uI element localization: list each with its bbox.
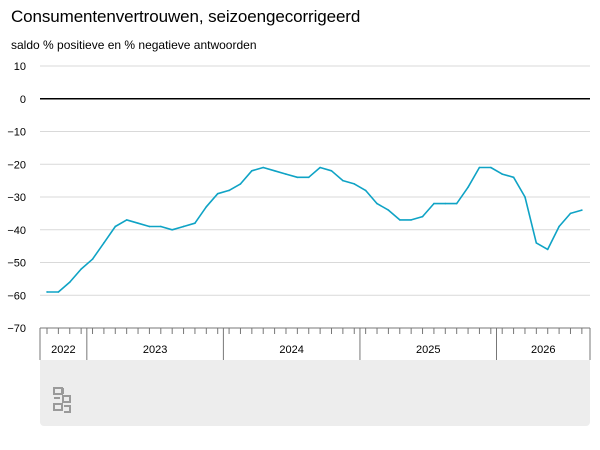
chart-subtitle: saldo % positieve en % negatieve antwoor… bbox=[11, 38, 257, 52]
y-tick-label: −50 bbox=[7, 258, 26, 270]
y-tick-label: −30 bbox=[7, 192, 26, 204]
data-point bbox=[398, 219, 401, 221]
data-point bbox=[68, 281, 71, 283]
data-point bbox=[353, 183, 356, 185]
data-point bbox=[46, 291, 48, 293]
data-point bbox=[307, 176, 310, 179]
data-point bbox=[251, 170, 253, 172]
data-point bbox=[205, 206, 208, 208]
chart-title: Consumentenvertrouwen, seizoengecorrigee… bbox=[11, 7, 361, 26]
data-point bbox=[546, 248, 549, 251]
data-point bbox=[216, 192, 219, 195]
footer-panel bbox=[40, 360, 590, 426]
data-point bbox=[80, 268, 82, 270]
data-point bbox=[273, 170, 276, 172]
data-point bbox=[182, 225, 185, 228]
data-point bbox=[194, 222, 196, 224]
data-point bbox=[171, 228, 173, 231]
x-year-label: 2022 bbox=[51, 344, 75, 356]
data-point bbox=[239, 183, 242, 185]
y-tick-label: −20 bbox=[7, 159, 26, 171]
data-point bbox=[103, 242, 105, 244]
data-point bbox=[228, 189, 230, 192]
data-point bbox=[160, 225, 162, 228]
data-point bbox=[342, 179, 344, 182]
data-point bbox=[512, 176, 515, 179]
data-point bbox=[421, 215, 424, 218]
data-point bbox=[125, 219, 128, 221]
data-point bbox=[478, 166, 481, 169]
data-point bbox=[148, 225, 151, 228]
x-year-label: 2026 bbox=[531, 344, 555, 356]
data-point bbox=[364, 189, 367, 192]
data-point bbox=[490, 166, 492, 169]
data-point bbox=[524, 196, 526, 198]
data-point bbox=[137, 222, 139, 224]
data-point bbox=[444, 202, 447, 205]
data-point bbox=[455, 202, 458, 205]
x-year-label: 2023 bbox=[143, 344, 167, 356]
y-tick-label: 10 bbox=[14, 61, 26, 73]
y-tick-label: −10 bbox=[7, 127, 26, 139]
data-point bbox=[285, 173, 287, 175]
data-point bbox=[91, 258, 94, 261]
data-point bbox=[376, 202, 378, 205]
data-point bbox=[467, 186, 469, 188]
data-point bbox=[330, 170, 333, 172]
data-point bbox=[114, 225, 117, 228]
series-line bbox=[47, 166, 583, 293]
data-point bbox=[501, 173, 504, 175]
x-year-label: 2025 bbox=[416, 344, 440, 356]
data-point bbox=[387, 209, 390, 211]
y-tick-label: −60 bbox=[7, 290, 26, 302]
data-point bbox=[581, 209, 583, 211]
data-point bbox=[558, 225, 560, 228]
data-point bbox=[57, 291, 60, 293]
data-point bbox=[433, 202, 435, 205]
y-tick-label: −70 bbox=[7, 323, 26, 335]
cbs-logo-icon bbox=[53, 387, 71, 413]
y-tick-label: −40 bbox=[7, 225, 26, 237]
line-chart: 10 0 −10 −20 −30 −40 −50 −60 −70 2022 2023 2024 202… bbox=[7, 61, 591, 360]
x-year-label: 2024 bbox=[279, 344, 303, 356]
data-point bbox=[319, 166, 321, 169]
data-point bbox=[569, 212, 572, 215]
y-tick-label: 0 bbox=[20, 94, 26, 106]
data-point bbox=[535, 242, 538, 244]
data-point bbox=[410, 219, 412, 221]
data-point bbox=[296, 176, 299, 179]
data-point bbox=[262, 166, 265, 169]
